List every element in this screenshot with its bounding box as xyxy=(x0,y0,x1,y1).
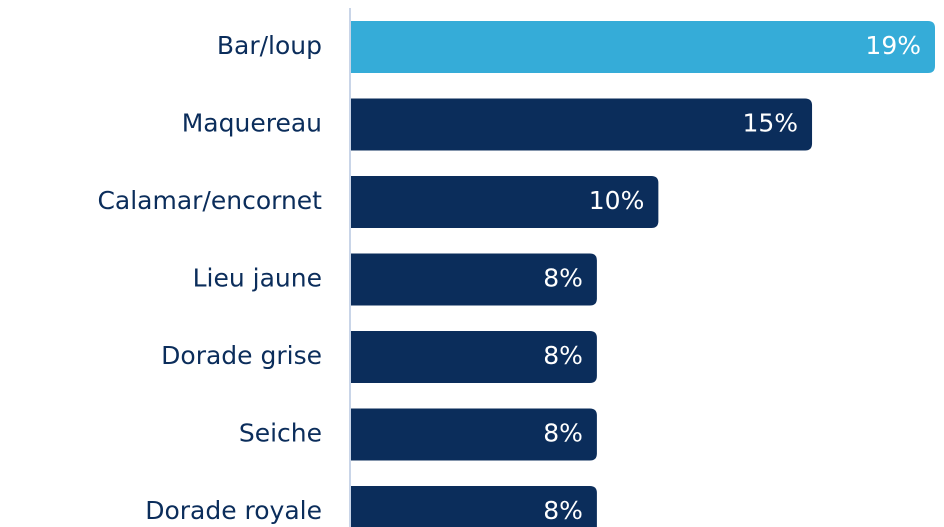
bar xyxy=(351,98,813,151)
value-label: 15% xyxy=(742,109,798,138)
bar xyxy=(351,486,597,527)
bar xyxy=(351,331,597,383)
category-label: Calamar/encornet xyxy=(97,186,322,215)
category-label: Lieu jaune xyxy=(193,264,322,293)
category-label: Seiche xyxy=(239,419,322,448)
category-label: Maquereau xyxy=(182,109,322,138)
value-label: 8% xyxy=(543,264,583,293)
value-label: 8% xyxy=(543,496,583,525)
bar xyxy=(351,253,597,306)
value-label: 8% xyxy=(543,419,583,448)
bar xyxy=(351,176,659,228)
bar xyxy=(351,21,935,73)
bar xyxy=(351,408,597,461)
value-label: 19% xyxy=(865,31,921,60)
category-label: Dorade grise xyxy=(161,341,322,370)
value-label: 10% xyxy=(589,186,645,215)
category-label: Bar/loup xyxy=(217,31,322,60)
category-label: Dorade royale xyxy=(145,496,322,525)
value-label: 8% xyxy=(543,341,583,370)
